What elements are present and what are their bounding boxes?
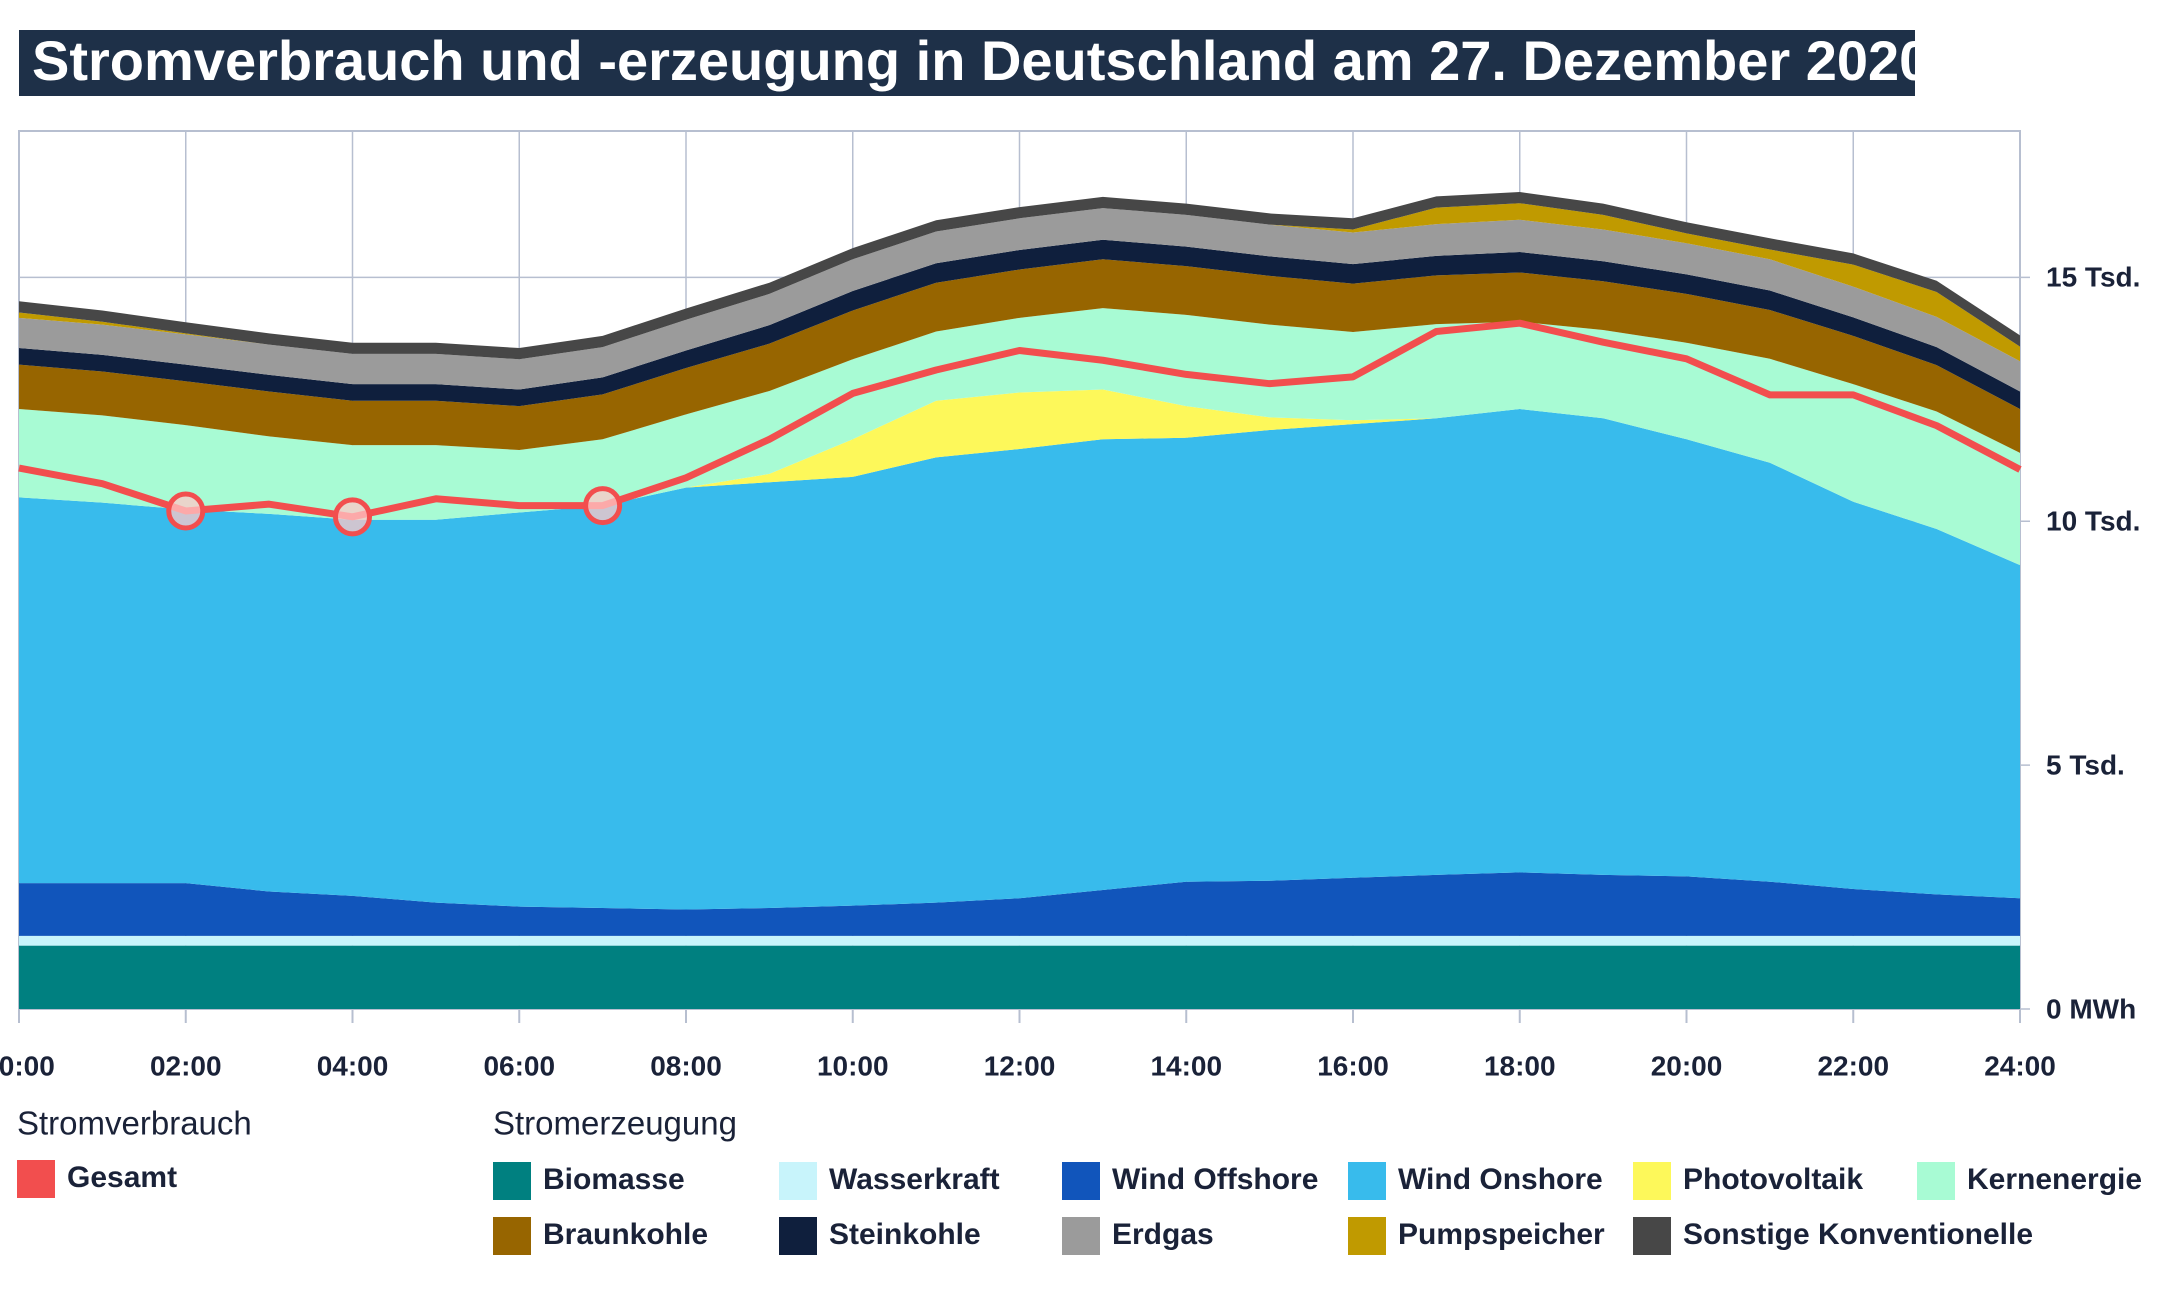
x-tick-label: 00:00 <box>0 1050 55 1081</box>
x-tick-label: 08:00 <box>650 1050 722 1081</box>
area <box>19 872 2020 936</box>
area <box>19 259 2020 453</box>
legend-swatch <box>779 1162 817 1200</box>
legend-label: Sonstige Konventionelle <box>1683 1218 2033 1251</box>
legend-label: Kernenergie <box>1967 1163 2142 1196</box>
x-tick-label: 04:00 <box>317 1050 389 1081</box>
chart-title: Stromverbrauch und -erzeugung in Deutsch… <box>32 29 1930 92</box>
x-tick-label: 06:00 <box>483 1050 555 1081</box>
y-tick-label: 10 Tsd. <box>2046 506 2140 537</box>
legend-swatch <box>1633 1217 1671 1255</box>
area <box>19 208 2020 392</box>
legend-swatch <box>1062 1217 1100 1255</box>
legend-label: Braunkohle <box>543 1218 708 1251</box>
y-tick-label: 5 Tsd. <box>2046 750 2125 781</box>
x-tick-label: 16:00 <box>1317 1050 1389 1081</box>
x-tick-label: 14:00 <box>1150 1050 1222 1081</box>
x-tick-label: 02:00 <box>150 1050 222 1081</box>
y-tick-label: 0 MWh <box>2046 993 2136 1024</box>
legend-label: Erdgas <box>1112 1218 1214 1251</box>
highlight-point <box>166 491 206 531</box>
legend-label: Wind Onshore <box>1398 1163 1603 1196</box>
area <box>19 945 2020 1009</box>
legend-swatch <box>1348 1217 1386 1255</box>
legend-swatch <box>493 1217 531 1255</box>
x-tick-label: 22:00 <box>1817 1050 1889 1081</box>
x-tick-label: 18:00 <box>1484 1050 1556 1081</box>
legend-label: Wasserkraft <box>829 1163 1000 1196</box>
legend-label: Steinkohle <box>829 1218 981 1251</box>
y-tick-label: 15 Tsd. <box>2046 262 2140 293</box>
title-band <box>19 30 1915 96</box>
highlight-point <box>583 486 623 526</box>
legend-label: Photovoltaik <box>1683 1163 1863 1196</box>
legend-label: Biomasse <box>543 1163 685 1196</box>
legend-label: Wind Offshore <box>1112 1163 1318 1196</box>
area <box>19 935 2020 946</box>
legend-heading: Stromerzeugung <box>493 1105 737 1142</box>
x-tick-label: 12:00 <box>984 1050 1056 1081</box>
x-tick-label: 24:00 <box>1984 1050 2056 1081</box>
legend-heading: Stromverbrauch <box>17 1105 252 1142</box>
legend-swatch <box>1348 1162 1386 1200</box>
legend-label: Gesamt <box>67 1161 177 1194</box>
x-tick-label: 10:00 <box>817 1050 889 1081</box>
legend-swatch <box>779 1217 817 1255</box>
legend-swatch <box>17 1160 55 1198</box>
x-tick-label: 20:00 <box>1651 1050 1723 1081</box>
legend-swatch <box>1633 1162 1671 1200</box>
legend-label: Pumpspeicher <box>1398 1218 1605 1251</box>
area <box>19 308 2020 566</box>
legend-swatch <box>493 1162 531 1200</box>
highlight-point <box>333 497 372 537</box>
area <box>19 389 2020 566</box>
legend-swatch <box>1062 1162 1100 1200</box>
legend-swatch <box>1917 1162 1955 1200</box>
area <box>19 409 2020 910</box>
